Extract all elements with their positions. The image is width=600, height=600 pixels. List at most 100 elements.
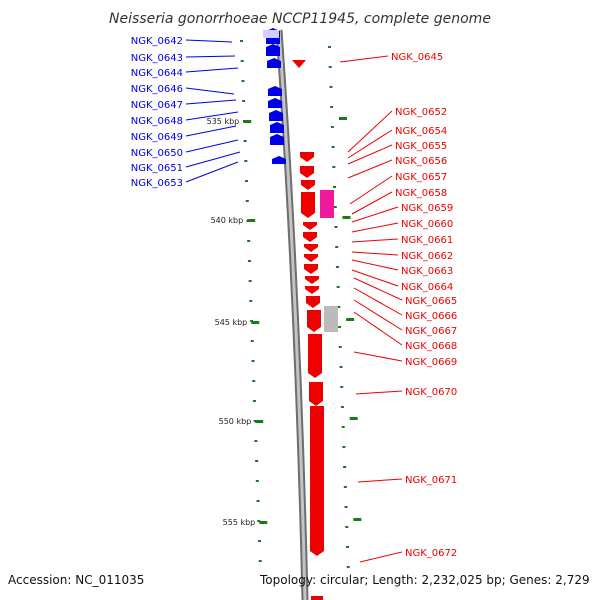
reverse-gene — [308, 334, 322, 378]
minor-tick — [332, 166, 336, 168]
label-leader — [185, 161, 239, 183]
accession-text: Accession: NC_011035 — [8, 573, 145, 587]
gene-label-right: NGK_0655 — [395, 141, 447, 152]
gene-label-right: NGK_0656 — [395, 156, 447, 167]
gene-label-right: NGK_0666 — [405, 311, 457, 322]
major-tick — [338, 117, 347, 120]
label-leader — [185, 87, 235, 95]
label-leader — [347, 129, 393, 159]
reverse-gene — [301, 180, 315, 190]
minor-tick — [248, 280, 252, 282]
kbp-tick-label: 550 kbp — [219, 417, 252, 426]
label-leader — [185, 67, 239, 73]
genome-stats-text: Topology: circular; Length: 2,232,025 bp… — [260, 573, 590, 587]
minor-tick — [344, 506, 348, 508]
kbp-tick-label: 545 kbp — [215, 318, 248, 327]
reverse-gene — [304, 264, 318, 274]
label-leader — [349, 175, 393, 205]
minor-tick — [328, 46, 331, 48]
label-leader — [185, 99, 237, 105]
forward-gene — [269, 110, 283, 121]
major-tick — [259, 521, 268, 524]
label-leader — [353, 287, 403, 316]
minor-tick — [250, 340, 254, 342]
minor-tick — [258, 540, 261, 542]
gene-label-left: NGK_0650 — [131, 148, 183, 159]
minor-tick — [256, 500, 260, 502]
minor-tick — [258, 560, 262, 562]
gene-label-left: NGK_0643 — [131, 53, 183, 64]
minor-tick — [247, 240, 251, 242]
label-leader — [185, 39, 233, 43]
minor-tick — [330, 106, 334, 108]
minor-tick — [252, 380, 256, 382]
label-leader — [353, 299, 403, 331]
minor-tick — [343, 466, 347, 468]
gene-label-left: NGK_0647 — [131, 100, 183, 111]
minor-tick — [335, 246, 339, 248]
reverse-gene — [304, 244, 318, 252]
label-leader — [353, 311, 403, 346]
gene-label-right: NGK_0661 — [401, 235, 453, 246]
minor-tick — [245, 200, 249, 202]
minor-tick — [342, 446, 346, 448]
label-leader — [185, 151, 241, 168]
reverse-gene — [304, 254, 318, 262]
minor-tick — [328, 66, 332, 68]
gene-label-right: NGK_0660 — [401, 219, 453, 230]
minor-tick — [240, 60, 244, 62]
gene-label-right: NGK_0671 — [405, 475, 457, 486]
minor-tick — [331, 146, 335, 148]
genome-backbone-highlight — [277, 29, 307, 600]
major-tick — [342, 216, 351, 219]
label-leader — [185, 125, 237, 137]
label-leader — [185, 55, 236, 58]
label-leader — [347, 144, 393, 165]
gene-labels: NGK_0642 NGK_0643 NGK_0644 NGK_0646 NGK_0647… — [131, 36, 458, 559]
minor-tick — [241, 80, 245, 82]
gene-label-right: NGK_0654 — [395, 126, 447, 137]
minor-tick — [338, 346, 342, 348]
major-tick — [251, 321, 260, 324]
forward-gene — [270, 134, 284, 145]
gene-label-right: NGK_0669 — [405, 357, 457, 368]
minor-tick — [244, 160, 248, 162]
gene-label-right: NGK_0645 — [391, 52, 443, 63]
reverse-gene — [303, 232, 317, 242]
minor-tick — [340, 406, 344, 408]
reverse-gene — [301, 192, 315, 218]
minor-tick — [330, 126, 334, 128]
reverse-gene — [305, 286, 319, 294]
reverse-gene — [306, 296, 320, 308]
minor-tick — [336, 286, 340, 288]
minor-tick — [243, 140, 247, 142]
minor-tick — [340, 386, 344, 388]
reverse-gene — [305, 276, 319, 284]
minor-tick — [346, 546, 349, 548]
gene-label-right: NGK_0664 — [401, 282, 453, 293]
gene-label-right: NGK_0667 — [405, 326, 457, 337]
gene-label-left: NGK_0644 — [131, 68, 183, 79]
label-leader — [339, 55, 389, 63]
forward-gene — [266, 44, 280, 56]
gene-label-left: NGK_0651 — [131, 163, 183, 174]
reverse-gene — [307, 310, 321, 332]
label-leader — [351, 222, 399, 233]
label-leader — [351, 238, 399, 243]
reverse-gene — [303, 222, 317, 230]
label-leaders — [185, 39, 403, 563]
major-tick — [243, 120, 252, 123]
gene-label-right: NGK_0657 — [395, 172, 447, 183]
minor-tick — [337, 306, 341, 308]
minor-tick — [252, 400, 256, 402]
minor-tick — [254, 440, 258, 442]
reverse-gene — [300, 152, 314, 162]
minor-tick — [335, 266, 339, 268]
rrna-gene — [320, 190, 334, 218]
label-leader — [347, 110, 393, 153]
label-leader — [359, 551, 403, 563]
gene-label-left: NGK_0642 — [131, 36, 183, 47]
forward-gene — [268, 86, 282, 96]
